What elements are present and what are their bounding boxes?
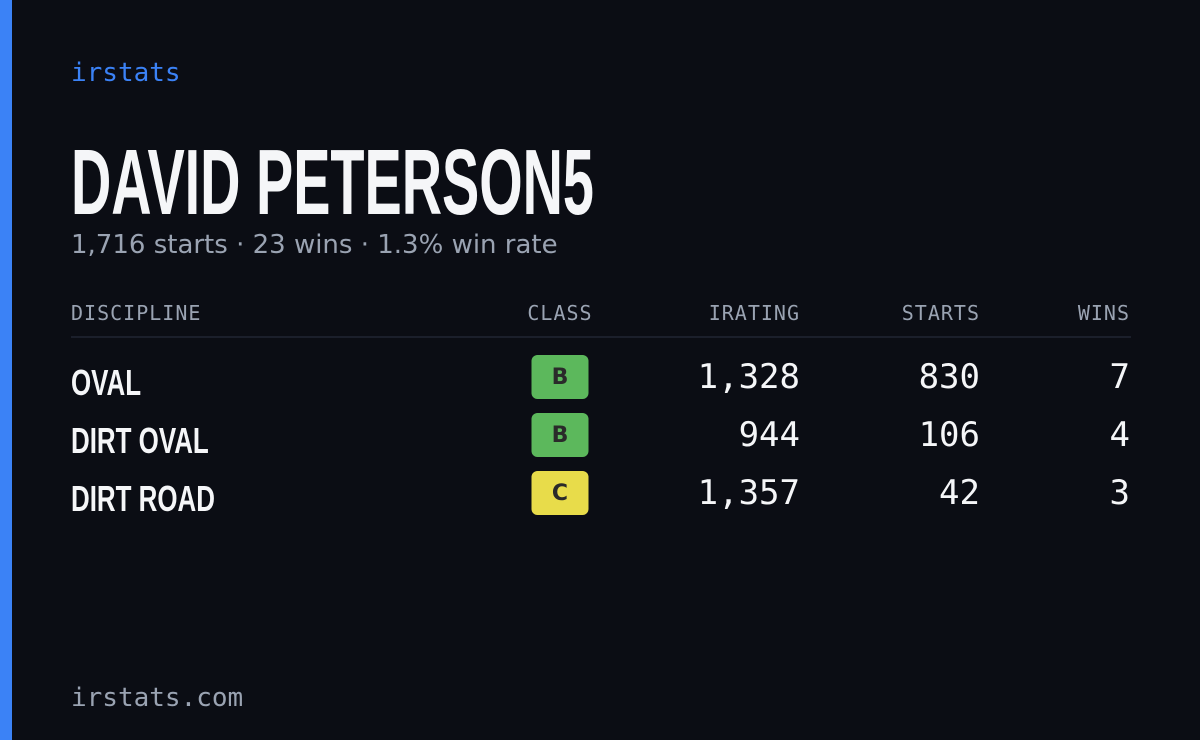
irating: 1,328: [697, 357, 800, 397]
brand: irstats: [71, 58, 181, 88]
summary: 1,716 starts · 23 wins · 1.3% win rate: [71, 230, 558, 260]
accent-bar: [0, 0, 12, 740]
driver-name: DAVID PETERSON5: [71, 130, 594, 234]
class-badge: C: [531, 471, 589, 515]
wins: 7: [1109, 357, 1130, 397]
header-rule: [71, 336, 1131, 338]
footer-url: irstats.com: [71, 683, 244, 713]
irating: 944: [738, 415, 800, 455]
starts: 106: [918, 415, 980, 455]
column-header: STARTS: [901, 301, 980, 325]
class-badge: B: [531, 355, 589, 399]
wins: 3: [1109, 473, 1130, 513]
column-header: IRATING: [708, 301, 800, 325]
column-header: WINS: [1077, 301, 1130, 325]
wins: 4: [1109, 415, 1130, 455]
discipline: DIRT ROAD: [71, 478, 215, 519]
column-header: DISCIPLINE: [71, 301, 202, 325]
class-badge: B: [531, 413, 589, 457]
starts: 830: [918, 357, 980, 397]
starts: 42: [939, 473, 980, 513]
discipline: DIRT OVAL: [71, 420, 209, 461]
column-header: CLASS: [527, 301, 593, 325]
irating: 1,357: [697, 473, 800, 513]
discipline: OVAL: [71, 362, 142, 403]
